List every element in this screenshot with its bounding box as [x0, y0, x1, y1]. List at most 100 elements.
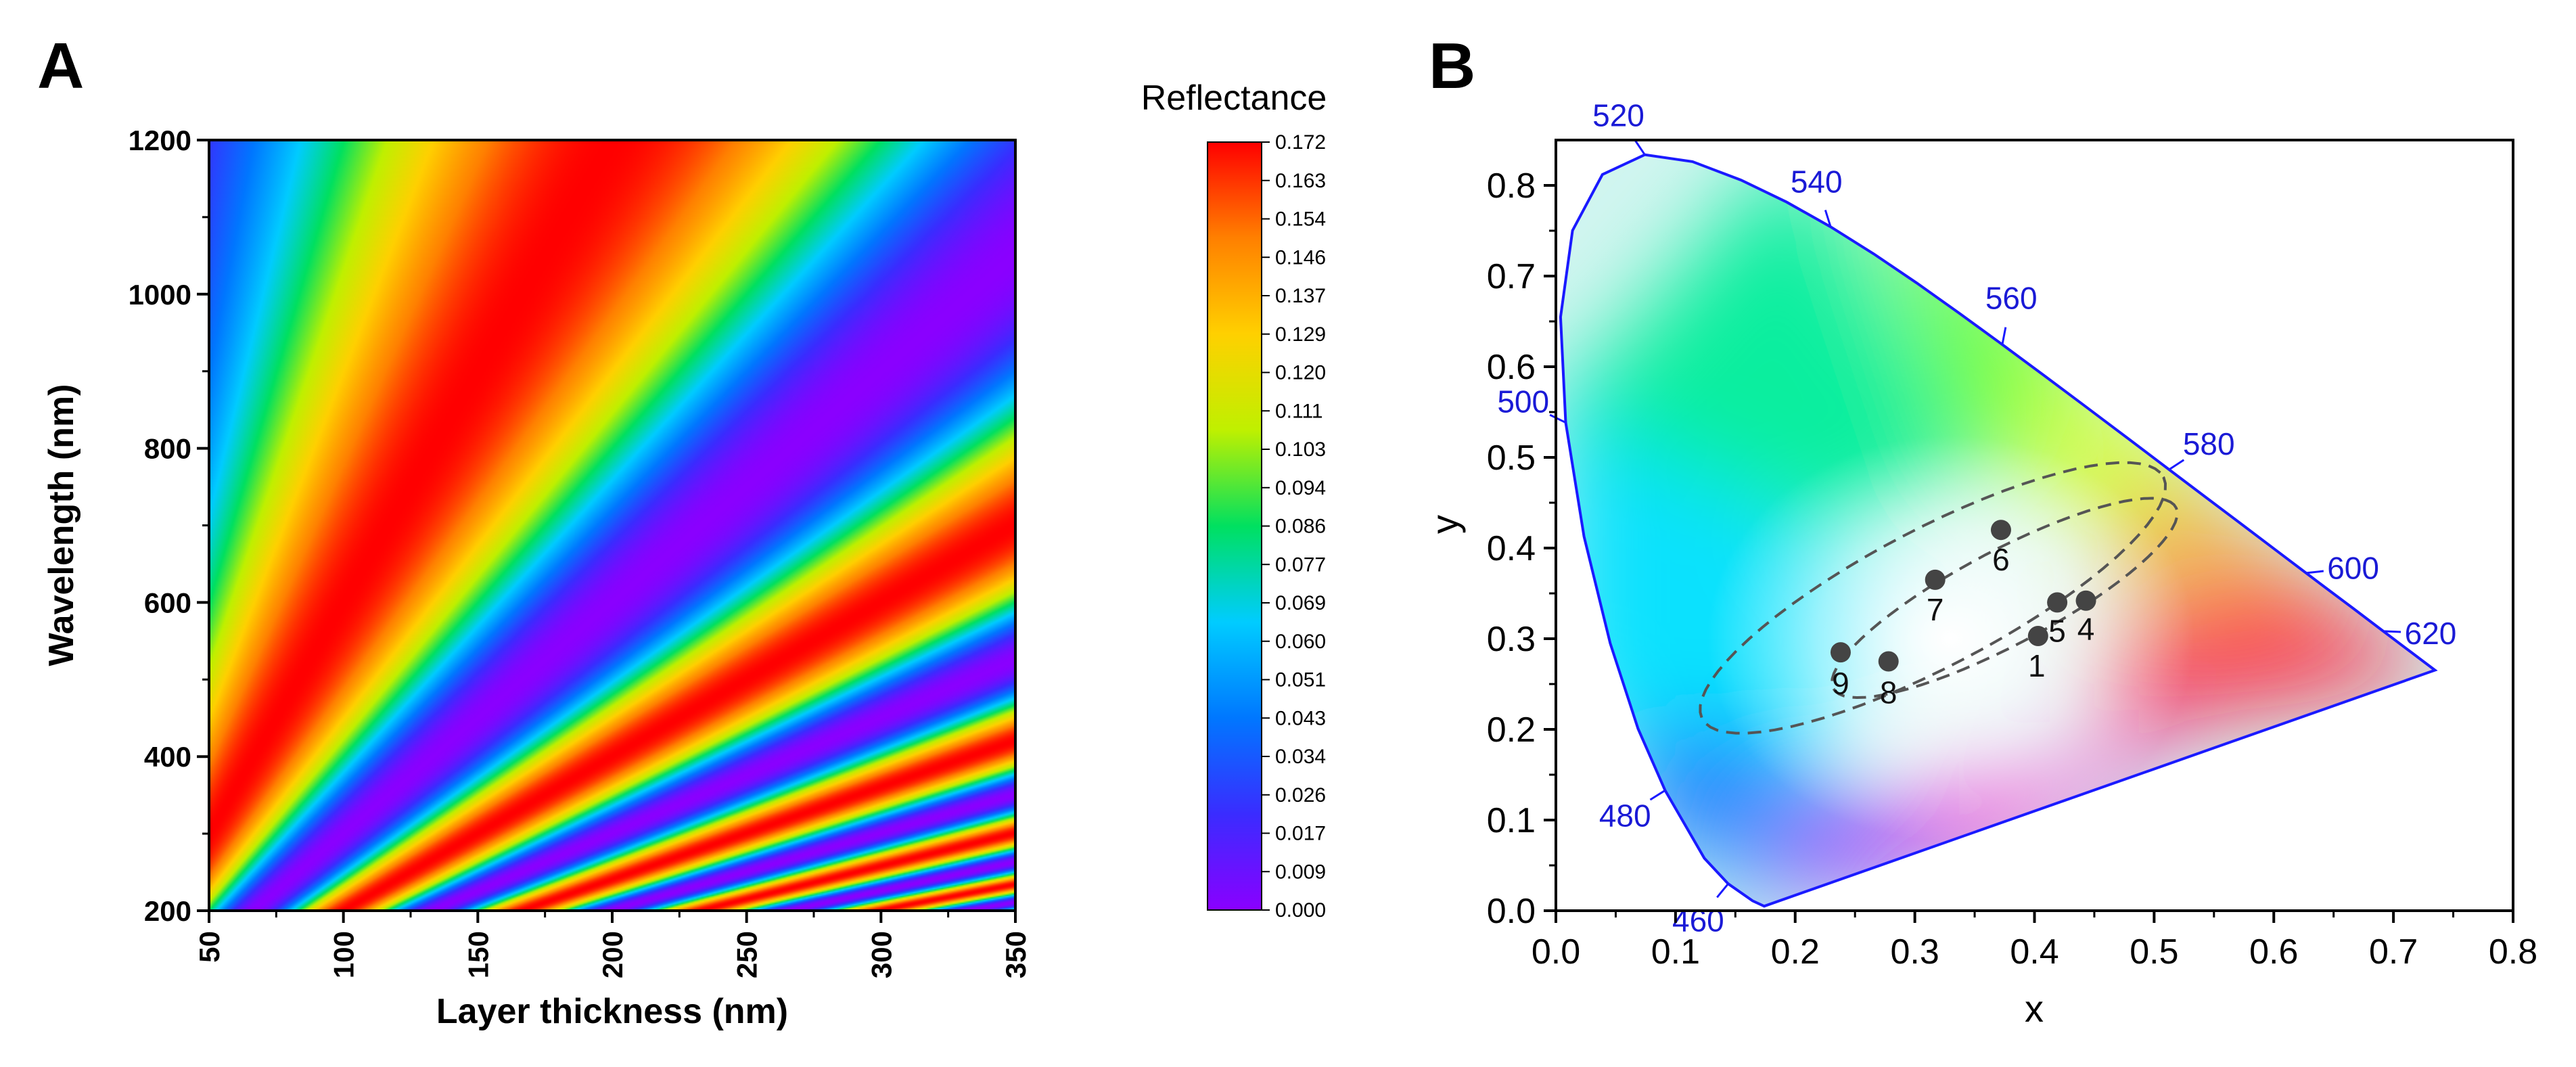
- wavelength-label: 520: [1592, 98, 1644, 133]
- colorbar-tick-label: 0.120: [1275, 362, 1326, 384]
- x-tick-label: 0.7: [2369, 932, 2418, 972]
- colorbar-tick-label: 0.051: [1275, 669, 1326, 691]
- x-tick-label: 0.8: [2489, 932, 2537, 972]
- y-tick-label: 400: [144, 741, 191, 773]
- y-tick-label: 1200: [129, 124, 191, 156]
- colorbar-title: Reflectance: [1141, 78, 1327, 118]
- wavelength-tick: [2001, 327, 2007, 345]
- colorbar-tick-label: 0.000: [1275, 899, 1326, 922]
- colorbar-tick-label: 0.043: [1275, 707, 1326, 729]
- x-tick-label: 250: [731, 931, 763, 978]
- confidence-ellipse: [1830, 497, 2179, 700]
- wavelength-label: 460: [1672, 903, 1724, 938]
- wavelength-tick: [2383, 630, 2401, 633]
- sample-point: [2047, 592, 2068, 613]
- panel-label-a: A: [37, 30, 84, 102]
- heatmap-chart: 50 100 150 200 250 300 350 200 400 600 800 1000 120…: [42, 124, 1032, 1031]
- wavelength-markers: 460 480 500 520 540 560 580 600 620: [1497, 98, 2456, 938]
- colorbar-tick-label: 0.009: [1275, 861, 1326, 883]
- y-tick-label: 0.1: [1487, 801, 1536, 840]
- wavelength-label: 620: [2405, 616, 2457, 651]
- wavelength-label: 540: [1791, 164, 1843, 199]
- y-tick-label: 200: [144, 895, 191, 927]
- wavelength-tick: [2305, 570, 2324, 574]
- colorbar-tick-label: 0.060: [1275, 631, 1326, 653]
- confidence-ellipse: [1699, 461, 2167, 735]
- sample-point-label: 5: [2048, 613, 2066, 648]
- cie-y-axis: 0.0 0.1 0.2 0.3 0.4 0.5 0.6 0.7 0.8: [1487, 166, 1556, 931]
- cie-x-axis: 0.0 0.1 0.2 0.3 0.4 0.5 0.6 0.7 0.8: [1532, 911, 2537, 972]
- sample-point: [1878, 651, 1899, 672]
- sample-point: [1925, 569, 1946, 590]
- sample-point-label: 6: [1992, 542, 2010, 577]
- sample-points: 145 6 7 89: [1830, 520, 2096, 710]
- x-tick-label: 50: [193, 931, 225, 963]
- wavelength-tick: [1634, 139, 1646, 156]
- spectral-locus: [1559, 153, 2438, 908]
- x-tick-label: 0.4: [2010, 932, 2058, 972]
- sample-point-label: 7: [1927, 592, 1944, 627]
- wavelength-tick: [2168, 459, 2185, 471]
- heatmap-image: [209, 140, 1015, 911]
- x-tick-label: 0.5: [2130, 932, 2178, 972]
- wavelength-label: 480: [1599, 798, 1651, 833]
- wavelength-label: 600: [2327, 550, 2379, 585]
- sample-point: [2027, 625, 2048, 646]
- colorbar-tick-label: 0.086: [1275, 516, 1326, 538]
- wavelength-tick: [1824, 209, 1832, 227]
- colorbar-tick-label: 0.077: [1275, 553, 1326, 576]
- y-tick-label: 800: [144, 433, 191, 465]
- heatmap-y-axis-title: Wavelength (nm): [42, 384, 81, 666]
- colorbar-tick-label: 0.069: [1275, 592, 1326, 614]
- x-tick-label: 0.1: [1651, 932, 1700, 972]
- colorbar-tick-label: 0.017: [1275, 823, 1326, 845]
- y-tick-label: 1000: [129, 279, 191, 311]
- colorbar-tick-label: 0.172: [1275, 131, 1326, 154]
- heatmap-y-axis: 200 400 600 800 1000 1200: [129, 124, 209, 927]
- cie-y-axis-title: y: [1423, 515, 1466, 534]
- colorbar-tick-label: 0.026: [1275, 784, 1326, 807]
- sample-point: [1990, 520, 2011, 541]
- sample-point-label: 1: [2028, 648, 2046, 683]
- x-tick-label: 0.6: [2249, 932, 2298, 972]
- colorbar-tick-label: 0.034: [1275, 746, 1326, 768]
- wavelength-tick: [1549, 413, 1567, 424]
- panel-label-b: B: [1429, 30, 1475, 102]
- sample-point-label: 4: [2077, 612, 2095, 647]
- y-tick-label: 0.7: [1487, 257, 1536, 296]
- colorbar-tick-label: 0.154: [1275, 208, 1326, 231]
- wavelength-label: 560: [1985, 280, 2038, 315]
- colorbar-tick-label: 0.094: [1275, 477, 1326, 499]
- colorbar: Reflectance 0.000 0.009 0.017 0.026 0.034 0.0…: [1141, 78, 1327, 922]
- x-tick-label: 0.0: [1532, 932, 1580, 972]
- colorbar-tick-label: 0.103: [1275, 438, 1326, 461]
- heatmap-x-axis-title: Layer thickness (nm): [436, 992, 788, 1031]
- wavelength-label: 500: [1497, 384, 1549, 419]
- y-tick-label: 0.4: [1487, 529, 1536, 568]
- colorbar-tick-label: 0.146: [1275, 246, 1326, 269]
- x-tick-label: 350: [1000, 931, 1032, 978]
- wavelength-label: 580: [2183, 426, 2235, 461]
- y-tick-label: 0.5: [1487, 438, 1536, 478]
- x-tick-label: 200: [597, 931, 628, 978]
- wavelength-tick: [1716, 883, 1729, 899]
- y-tick-label: 0.2: [1487, 710, 1536, 750]
- colorbar-tick-label: 0.137: [1275, 285, 1326, 307]
- x-tick-label: 0.3: [1890, 932, 1939, 972]
- x-tick-label: 100: [328, 931, 360, 978]
- colorbar-tick-label: 0.111: [1275, 400, 1323, 422]
- y-tick-label: 0.0: [1487, 892, 1536, 931]
- sample-point-label: 9: [1832, 666, 1849, 701]
- wavelength-tick: [1649, 789, 1666, 801]
- colorbar-tick-label: 0.129: [1275, 323, 1326, 346]
- x-tick-label: 150: [462, 931, 494, 978]
- y-tick-label: 0.8: [1487, 166, 1536, 206]
- sample-point: [2075, 590, 2096, 611]
- colorbar-tick-label: 0.163: [1275, 170, 1326, 192]
- cie-x-axis-title: x: [2025, 987, 2044, 1030]
- y-tick-label: 600: [144, 587, 191, 618]
- heatmap-x-axis: 50 100 150 200 250 300 350: [193, 911, 1032, 978]
- y-tick-label: 0.3: [1487, 620, 1536, 659]
